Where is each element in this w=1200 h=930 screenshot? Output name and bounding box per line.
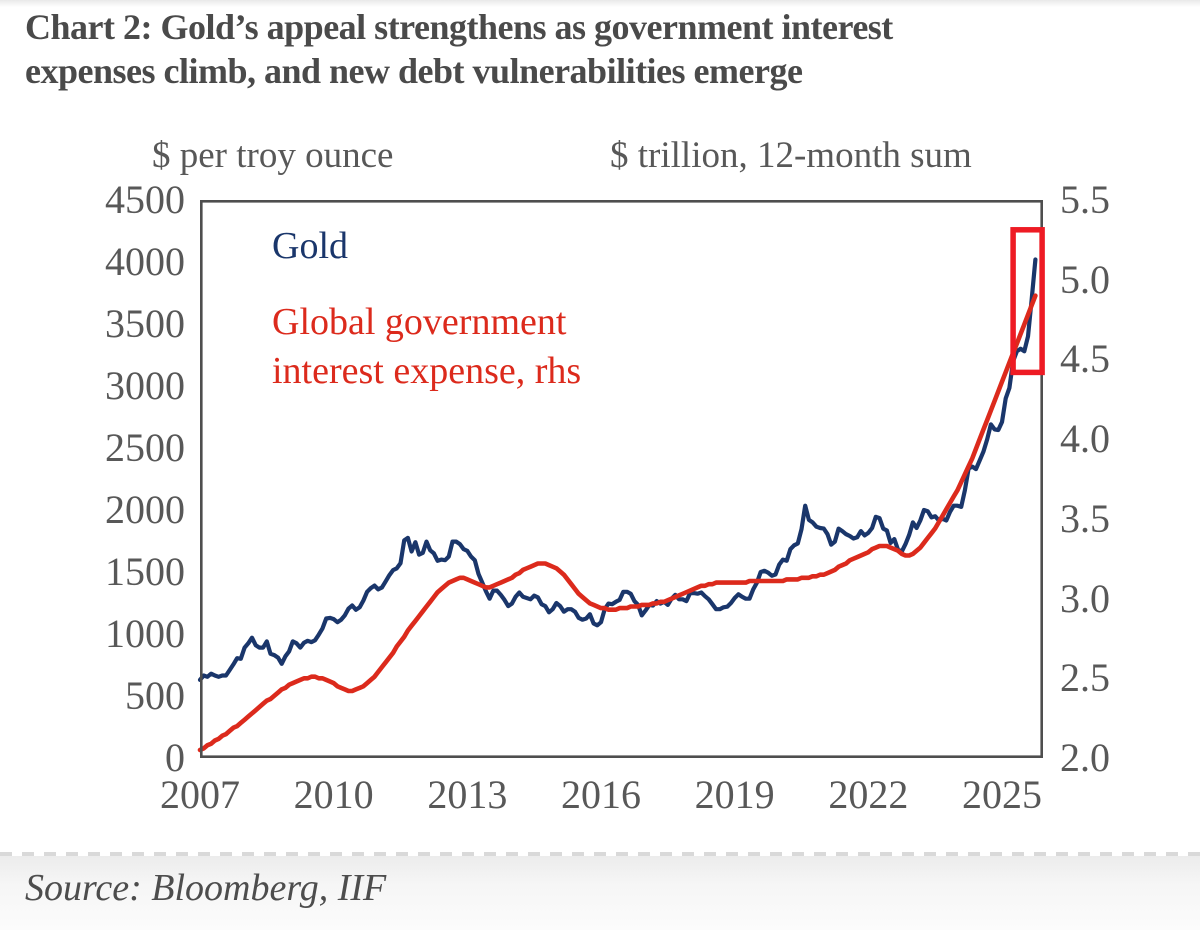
left-axis-tick: 0 <box>165 735 185 780</box>
x-axis-tick: 2007 <box>160 772 240 817</box>
chart-title: Chart 2: Gold’s appeal strengthens as go… <box>25 6 1185 94</box>
left-axis-tick: 2000 <box>105 487 185 532</box>
interest-expense-line <box>197 293 1038 753</box>
plot-area <box>197 199 1045 759</box>
right-axis-tick: 5.0 <box>1060 256 1110 302</box>
left-axis-tick: 3500 <box>105 301 185 346</box>
right-axis-tick: 2.5 <box>1060 655 1110 701</box>
right-axis-tick: 5.5 <box>1060 177 1110 222</box>
right-axis-tick: 2.0 <box>1060 735 1110 780</box>
left-axis-unit-label: $ per troy ounce <box>152 135 394 176</box>
highlight-box <box>1010 227 1045 376</box>
left-axis-tick: 4000 <box>105 239 185 284</box>
legend-gold: Gold <box>272 225 348 267</box>
x-axis-tick: 2013 <box>427 772 508 817</box>
legend-interest-expense: Global government interest expense, rhs <box>272 301 582 392</box>
x-axis-tick: 2016 <box>561 772 641 817</box>
right-axis-tick: 4.5 <box>1060 336 1110 382</box>
x-axis-tick: 2022 <box>828 772 909 817</box>
source-text: Source: Bloomberg, IIF <box>25 867 387 909</box>
right-axis-tick: 3.0 <box>1060 575 1110 621</box>
right-axis-tick: 3.5 <box>1060 495 1110 541</box>
chart-title-line1: Chart 2: Gold’s appeal strengthens as go… <box>25 7 893 47</box>
left-axis-tick: 3000 <box>105 363 185 408</box>
right-axis-tick: 4.0 <box>1060 416 1110 462</box>
left-axis-tick: 4500 <box>105 177 185 222</box>
source-section: Source: Bloomberg, IIF <box>0 852 1200 930</box>
x-axis-tick: 2025 <box>962 772 1042 817</box>
plot-frame <box>199 199 1044 759</box>
left-axis-tick: 1500 <box>105 549 185 594</box>
x-axis-tick: 2010 <box>293 772 374 817</box>
top-edge-fade <box>0 0 1200 7</box>
left-axis-tick: 2500 <box>105 425 185 470</box>
gold-line <box>197 257 1038 682</box>
left-axis-tick: 500 <box>125 673 185 718</box>
chart-title-line2: expenses climb, and new debt vulnerabili… <box>25 50 803 91</box>
x-axis-tick: 2019 <box>694 772 775 817</box>
right-axis-unit-label: $ trillion, 12-month sum <box>610 135 972 176</box>
left-axis-tick: 1000 <box>105 611 185 656</box>
dotted-separator <box>0 852 1200 856</box>
